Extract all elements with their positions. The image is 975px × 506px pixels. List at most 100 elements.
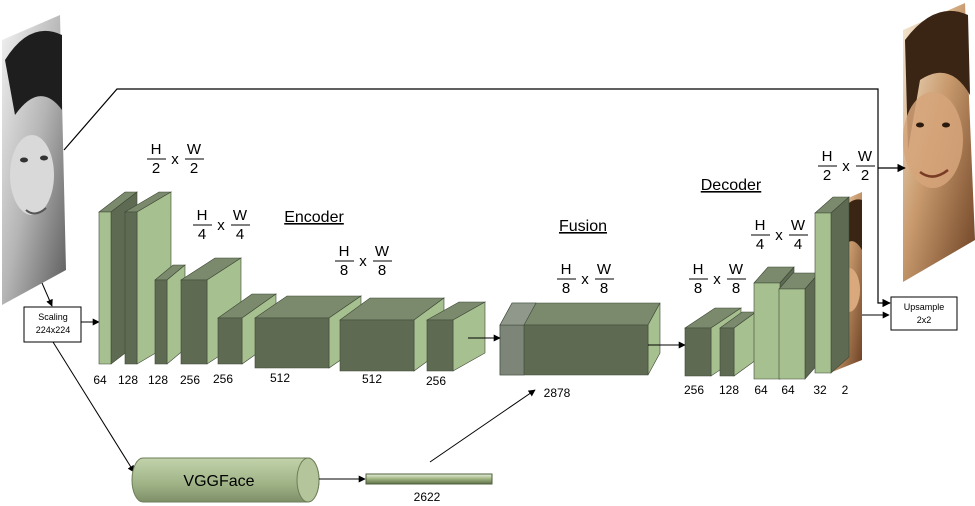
encoder-channel-label-4: 256	[180, 373, 200, 387]
fraction-f2: H 4xW 4	[193, 207, 250, 243]
fusion-layer	[499, 302, 661, 376]
layer-blocks: 64 128 128 256 256 512 512 256 2878 256 128 64 64 32 2	[93, 191, 850, 400]
fraction-f6: H 4xW 4	[751, 217, 808, 253]
fraction-denominator-right: 4	[236, 226, 244, 243]
encoder-layer-4-front	[180, 279, 208, 365]
decoder-layer-2-front	[719, 327, 735, 377]
fraction-numerator-right: W	[791, 217, 806, 234]
scaling-box: Scaling 224x224	[23, 306, 82, 343]
encoder-layer-3	[154, 264, 186, 365]
decoder-layer-5	[814, 196, 850, 374]
vector-to-fusion-arrow	[429, 389, 536, 463]
decoder-channel-label-6: 2	[842, 383, 849, 397]
upsample-label: Upsample	[904, 302, 945, 312]
fusion-title: Fusion	[559, 218, 607, 235]
fusion-channel-label: 2878	[544, 386, 571, 400]
fraction-numerator-left: H	[339, 243, 350, 260]
fraction-numerator-left: H	[693, 261, 704, 278]
encoder-channel-label-7: 512	[362, 372, 382, 386]
encoder-channel-label-5: 256	[213, 372, 233, 386]
fraction-denominator-right: 2	[861, 167, 869, 184]
fraction-denominator-right: 2	[190, 160, 198, 177]
fraction-numerator-right: W	[375, 243, 390, 260]
encoder-channel-label-1: 64	[93, 373, 107, 387]
fraction-denominator-right: 8	[600, 280, 608, 297]
encoder-layer-8-front	[426, 319, 454, 372]
fusion-concat-shade	[499, 324, 525, 376]
fraction-numerator-right: W	[233, 207, 248, 224]
decoder-layer-4-front	[778, 288, 806, 380]
fraction-numerator-left: H	[197, 207, 208, 224]
scaling-to-vgg-arrow	[52, 341, 135, 473]
fraction-numerator-right: W	[597, 261, 612, 278]
decoder-layer-5-front	[814, 212, 832, 374]
encoder-layer-5-front	[217, 317, 243, 365]
fraction-numerator-right: W	[729, 261, 744, 278]
fraction-f1: H 2xW 2	[147, 141, 204, 177]
fraction-numerator-left: H	[151, 141, 162, 158]
encoder-layer-8	[425, 301, 487, 372]
scaling-size: 224x224	[36, 325, 71, 335]
decoder-layer-4	[778, 272, 820, 380]
decoder-title: Decoder	[701, 177, 762, 194]
decoder-channel-label-5: 32	[813, 383, 827, 397]
fraction-denominator-right: 4	[794, 236, 802, 253]
vggface-label: VGGFace	[183, 473, 254, 490]
fraction-denominator-left: 2	[823, 167, 831, 184]
vggface-block: VGGFace	[131, 457, 320, 503]
decoder-channel-label-4: 64	[781, 383, 795, 397]
fraction-operator: x	[359, 253, 367, 270]
decoder-channel-label-3: 64	[754, 383, 768, 397]
vgg-vector-size: 2622	[414, 490, 441, 504]
face-to-scaling-arrow	[41, 282, 53, 307]
fraction-operator: x	[775, 227, 783, 244]
decoder-channel-label-1: 256	[684, 383, 704, 397]
fraction-operator: x	[581, 271, 589, 288]
encoder-layer-6-front	[254, 317, 330, 369]
fraction-f7: H 2xW 2	[818, 148, 875, 184]
encoder-layer-2-front	[124, 211, 138, 365]
fraction-denominator-left: 8	[562, 280, 570, 297]
fraction-denominator-left: 4	[198, 226, 206, 243]
decoder-layer-3-front	[753, 282, 781, 380]
decoder-layer-1-front	[684, 327, 712, 377]
encoder-channel-label-2: 128	[118, 373, 138, 387]
fraction-denominator-left: 8	[694, 280, 702, 297]
fraction-denominator-left: 8	[340, 262, 348, 279]
fraction-denominator-left: 4	[756, 236, 764, 253]
fusion-concat-shade-top	[499, 302, 537, 326]
fraction-denominator-right: 8	[378, 262, 386, 279]
encoder-channel-label-8: 256	[426, 374, 446, 388]
fraction-numerator-right: W	[858, 148, 873, 165]
fraction-numerator-left: H	[755, 217, 766, 234]
fraction-operator: x	[171, 151, 179, 168]
upsample-box: Upsample 2x2	[890, 296, 958, 331]
upsample-factor: 2x2	[917, 315, 932, 325]
vgg-feature-vector	[365, 473, 493, 485]
encoder-title: Encoder	[284, 209, 344, 226]
encoder-channel-label-3: 128	[148, 373, 168, 387]
fraction-operator: x	[713, 271, 721, 288]
fraction-f4: H 8xW 8	[557, 261, 614, 297]
fraction-f5: H 8xW 8	[689, 261, 746, 297]
output-color-face	[903, 3, 975, 282]
fraction-denominator-right: 8	[732, 280, 740, 297]
decoder-layer-5-side	[830, 196, 850, 374]
encoder-channel-label-6: 512	[270, 371, 290, 385]
skip-connection-line	[63, 88, 891, 308]
encoder-layer-7-front	[339, 319, 415, 372]
decoder-layer-2	[719, 311, 757, 377]
fraction-operator: x	[217, 217, 225, 234]
fraction-numerator-left: H	[561, 261, 572, 278]
fraction-numerator-left: H	[822, 148, 833, 165]
scaling-label: Scaling	[38, 312, 68, 322]
input-grayscale-face	[2, 15, 66, 305]
fraction-numerator-right: W	[187, 141, 202, 158]
fraction-denominator-left: 2	[152, 160, 160, 177]
encoder-layer-1-front	[98, 211, 112, 365]
encoder-layer-3-front	[154, 279, 168, 365]
fraction-f3: H 8xW 8	[335, 243, 392, 279]
decoder-channel-label-2: 128	[719, 383, 739, 397]
